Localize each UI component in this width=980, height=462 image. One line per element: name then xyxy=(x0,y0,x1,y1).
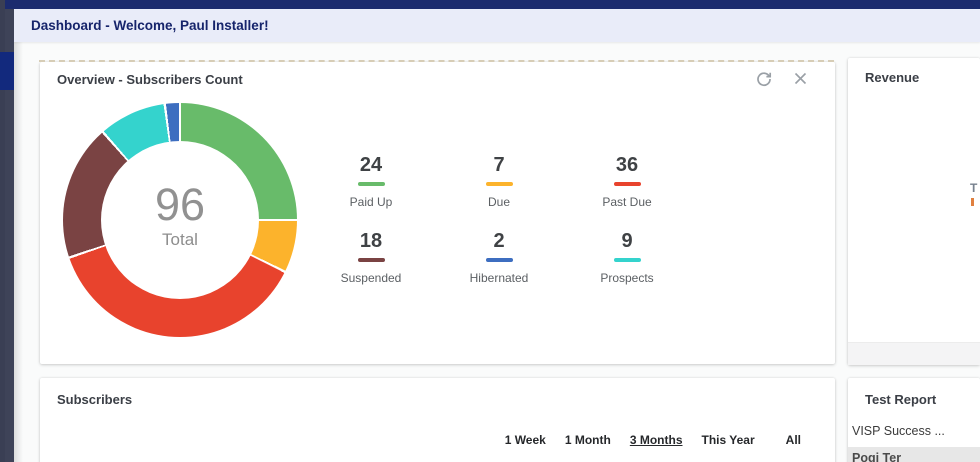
window-top-strip xyxy=(5,0,980,9)
stat-color-bar xyxy=(613,182,641,186)
subscribers-donut[interactable]: 96 Total xyxy=(63,103,297,337)
refresh-button[interactable] xyxy=(755,70,773,88)
donut-center: 96 Total xyxy=(101,141,259,299)
filter-3-months[interactable]: 3 Months xyxy=(629,433,683,447)
stat-value: 9 xyxy=(621,230,633,252)
stat-color-bar xyxy=(485,258,513,262)
sidebar-active-item[interactable] xyxy=(0,52,14,90)
revenue-clipped-label: T xyxy=(970,181,980,209)
close-widget-button[interactable] xyxy=(793,71,811,89)
test-report-card-title: Test Report xyxy=(865,392,937,407)
overview-card-title: Overview - Subscribers Count xyxy=(57,72,243,87)
stat-prospects[interactable]: 9 Prospects xyxy=(563,229,691,305)
content-left-shadow xyxy=(14,42,23,462)
stat-hibernated[interactable]: 2 Hibernated xyxy=(435,229,563,305)
stat-label: Past Due xyxy=(602,195,652,209)
stat-value: 36 xyxy=(615,154,639,176)
subscriber-stats: 24 Paid Up 7 Due 36 Past Due 18 Suspended 2 Hiber… xyxy=(307,153,691,305)
stat-due[interactable]: 7 Due xyxy=(435,153,563,229)
report-list-item[interactable]: VISP Success ... xyxy=(852,424,945,438)
filter-this-year[interactable]: This Year xyxy=(701,433,755,447)
stat-label: Suspended xyxy=(340,271,402,285)
sidebar-rail xyxy=(0,0,5,462)
stat-color-bar xyxy=(357,182,385,186)
filter-all[interactable]: All xyxy=(785,433,801,447)
stat-value: 18 xyxy=(359,230,383,252)
close-icon xyxy=(794,72,807,85)
subscribers-card-title: Subscribers xyxy=(57,392,133,407)
donut-total-value: 96 xyxy=(154,179,206,230)
revenue-card-footer xyxy=(848,342,980,365)
page-header: Dashboard - Welcome, Paul Installer! xyxy=(14,9,980,42)
sidebar-rail-inner[interactable] xyxy=(5,9,14,462)
widget-drag-outline xyxy=(39,60,834,62)
overview-subscribers-card: Overview - Subscribers Count 96 Total 24… xyxy=(39,60,835,364)
donut-total-label: Total xyxy=(162,230,198,249)
page-title: Dashboard - Welcome, Paul Installer! xyxy=(31,18,269,33)
stat-color-bar xyxy=(357,258,385,262)
report-list-item[interactable]: Pogi Ter xyxy=(848,447,980,462)
stat-label: Hibernated xyxy=(469,271,529,285)
subscribers-card: Subscribers 1 Week 1 Month 3 Months This Ye… xyxy=(40,378,835,462)
revenue-card: Revenue T xyxy=(848,58,980,365)
refresh-icon xyxy=(757,72,772,87)
stat-value: 24 xyxy=(359,154,383,176)
stat-label: Due xyxy=(487,195,510,209)
stat-color-bar xyxy=(485,182,513,186)
filter-1-month[interactable]: 1 Month xyxy=(564,433,611,447)
test-report-card: Test Report VISP Success ... Pogi Ter xyxy=(848,378,980,462)
stat-value: 7 xyxy=(493,154,505,176)
stat-label: Paid Up xyxy=(349,195,393,209)
stat-past-due[interactable]: 36 Past Due xyxy=(563,153,691,229)
revenue-card-title: Revenue xyxy=(865,70,920,85)
stat-color-bar xyxy=(613,258,641,262)
stat-label: Prospects xyxy=(600,271,654,285)
time-range-filters: 1 Week 1 Month 3 Months This Year All xyxy=(486,433,801,447)
stat-paid-up[interactable]: 24 Paid Up xyxy=(307,153,435,229)
stat-suspended[interactable]: 18 Suspended xyxy=(307,229,435,305)
filter-1-week[interactable]: 1 Week xyxy=(504,433,546,447)
stat-value: 2 xyxy=(493,230,505,252)
